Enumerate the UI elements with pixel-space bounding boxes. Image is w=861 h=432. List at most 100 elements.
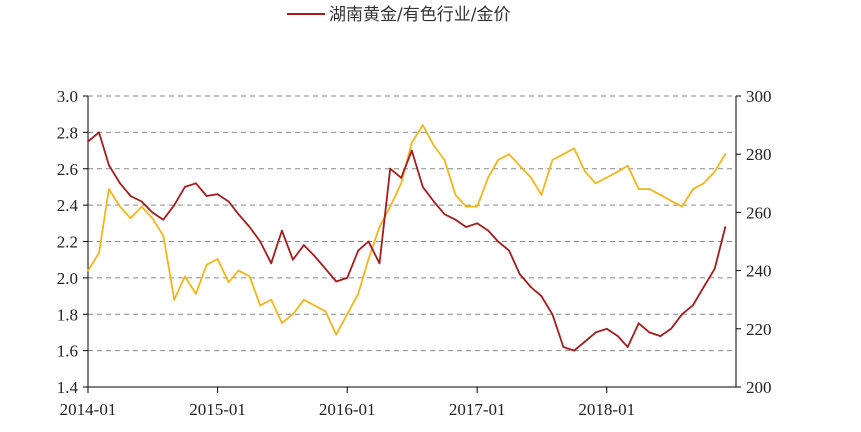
data-point [410, 149, 413, 152]
data-point [487, 229, 490, 232]
data-point [702, 286, 705, 288]
x-tick-label: 2016-01 [319, 400, 376, 419]
left-tick-label: 3.0 [57, 87, 78, 106]
data-point [605, 327, 608, 330]
right-tick-label: 240 [746, 262, 772, 281]
data-point [87, 269, 89, 272]
data-point [205, 263, 208, 266]
data-point [292, 258, 294, 261]
series-group [87, 124, 727, 352]
data-point [421, 186, 424, 188]
data-point [443, 213, 446, 216]
series-line-right-axis [87, 124, 727, 336]
data-point [540, 194, 543, 196]
data-point [518, 164, 521, 167]
data-point [346, 277, 349, 279]
data-point [529, 176, 532, 179]
data-point [140, 200, 143, 203]
data-point [702, 182, 705, 185]
data-point [594, 331, 597, 334]
data-point [324, 267, 327, 270]
data-point [119, 182, 121, 185]
left-tick-label: 2.6 [57, 160, 78, 179]
data-point [367, 240, 370, 243]
legend-label: 湖南黄金/有色行业/金价 [329, 5, 510, 25]
data-point [692, 188, 694, 191]
data-point [626, 346, 629, 348]
data-point [573, 147, 575, 150]
data-point [357, 249, 360, 252]
data-point [389, 205, 392, 208]
data-point [432, 144, 435, 147]
data-point [670, 199, 672, 202]
data-point [573, 349, 575, 352]
right-tick-label: 280 [746, 145, 772, 164]
data-point [681, 313, 683, 316]
data-point [540, 295, 543, 297]
data-point [465, 226, 467, 228]
left-tick-label: 2.2 [57, 233, 78, 252]
data-point [335, 280, 338, 283]
data-point [724, 226, 727, 228]
data-point [648, 331, 651, 334]
right-y-ticks: 200 220 240 260 280 300 [736, 87, 772, 397]
data-point [518, 273, 521, 276]
data-point [605, 176, 608, 179]
left-tick-label: 2.4 [57, 196, 79, 215]
data-point [616, 335, 619, 337]
left-tick-label: 1.4 [57, 378, 79, 397]
data-point [98, 131, 100, 134]
data-point [389, 167, 392, 170]
data-point [151, 211, 154, 214]
data-point [248, 275, 251, 278]
data-point [335, 333, 338, 336]
data-point [248, 226, 251, 228]
data-point [584, 170, 586, 173]
data-point [648, 188, 651, 191]
data-point [108, 188, 110, 191]
data-point [400, 176, 403, 179]
data-point [378, 262, 381, 265]
left-tick-label: 2.8 [57, 123, 78, 142]
data-point [476, 205, 479, 208]
data-point [681, 205, 683, 208]
data-point [184, 186, 186, 188]
data-point [659, 335, 662, 337]
data-point [162, 234, 165, 237]
left-tick-label: 2.0 [57, 269, 78, 288]
data-point [465, 205, 467, 208]
data-point [713, 170, 716, 173]
data-point [173, 298, 176, 301]
data-point [378, 226, 381, 228]
data-point [195, 293, 197, 295]
right-tick-label: 260 [746, 203, 772, 222]
data-point [454, 218, 457, 221]
data-point [270, 298, 273, 301]
data-point [637, 188, 640, 191]
data-point [508, 249, 510, 252]
data-point [281, 229, 283, 232]
x-ticks: 2014-01 2015-01 2016-01 2017-01 2018-01 [60, 387, 635, 419]
data-point [410, 141, 413, 144]
data-point [508, 153, 510, 156]
data-point [584, 340, 586, 343]
data-point [659, 194, 662, 196]
data-point [562, 346, 565, 348]
data-point [292, 313, 294, 316]
data-point [476, 222, 479, 225]
left-tick-label: 1.8 [57, 305, 78, 324]
right-tick-label: 200 [746, 378, 772, 397]
data-point [303, 298, 305, 301]
data-point [400, 182, 403, 185]
data-point [184, 275, 186, 278]
data-point [487, 176, 490, 179]
data-point [173, 204, 176, 207]
data-point [626, 164, 629, 167]
data-point [281, 322, 283, 324]
data-point [551, 159, 554, 161]
data-point [497, 240, 499, 243]
data-point [454, 194, 457, 196]
data-point [346, 313, 349, 316]
data-point [140, 205, 143, 208]
data-point [237, 269, 240, 272]
